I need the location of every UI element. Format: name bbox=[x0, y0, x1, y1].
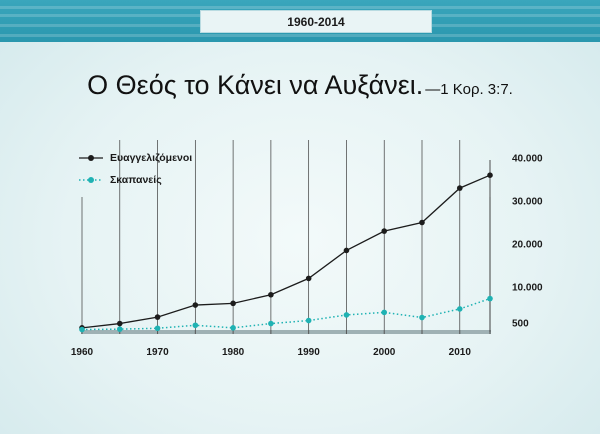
data-point-series-1 bbox=[268, 291, 274, 298]
data-point-series-1 bbox=[116, 320, 123, 327]
data-point-series-1 bbox=[487, 172, 493, 178]
x-tick-label: 1990 bbox=[298, 347, 321, 358]
data-point-series-1 bbox=[305, 275, 312, 282]
data-point-series-2 bbox=[456, 306, 463, 312]
data-point-series-2 bbox=[192, 322, 199, 329]
y-tick-label: 500 bbox=[512, 319, 529, 330]
data-point-series-1 bbox=[343, 247, 350, 254]
data-point-series-2 bbox=[268, 320, 274, 327]
year-range-label: 1960-2014 bbox=[200, 10, 432, 33]
legend-label-series-2: Σκαπανείς bbox=[110, 174, 162, 186]
title-main: Ο Θεός το Κάνει να Αυξάνει. bbox=[87, 70, 424, 100]
x-tick-label: 2000 bbox=[373, 347, 396, 358]
y-tick-label: 30.000 bbox=[512, 197, 543, 208]
x-tick-label: 2010 bbox=[449, 347, 472, 358]
data-point-series-2 bbox=[487, 295, 493, 302]
page-title: Ο Θεός το Κάνει να Αυξάνει. —1 Κορ. 3:7. bbox=[0, 70, 600, 101]
y-tick-label: 20.000 bbox=[512, 240, 543, 251]
x-tick-label: 1970 bbox=[146, 347, 169, 358]
data-point-series-1 bbox=[381, 228, 388, 234]
data-point-series-1 bbox=[192, 302, 199, 308]
data-point-series-2 bbox=[79, 326, 85, 333]
data-point-series-2 bbox=[381, 309, 388, 316]
legend-item-series-2: Σκαπανείς bbox=[78, 173, 162, 187]
data-point-series-1 bbox=[230, 300, 236, 307]
x-tick-label: 1980 bbox=[222, 347, 245, 358]
series-line-2 bbox=[81, 297, 491, 331]
title-reference: —1 Κορ. 3:7. bbox=[425, 81, 513, 98]
data-point-series-2 bbox=[116, 326, 123, 332]
legend-item-series-1: Ευαγγελιζόμενοι bbox=[78, 151, 192, 165]
data-point-series-1 bbox=[419, 219, 425, 226]
data-point-series-2 bbox=[154, 325, 161, 332]
legend-marker-series-2 bbox=[79, 177, 103, 183]
x-axis-baseline bbox=[81, 330, 491, 334]
data-point-series-2 bbox=[230, 325, 236, 331]
y-tick-label: 10.000 bbox=[512, 283, 543, 294]
y-tick-label: 40.000 bbox=[512, 154, 543, 165]
data-point-series-2 bbox=[343, 312, 350, 318]
data-point-series-2 bbox=[419, 314, 425, 321]
legend-marker-series-1 bbox=[79, 155, 103, 161]
data-point-series-1 bbox=[154, 314, 161, 320]
data-point-series-1 bbox=[456, 185, 463, 191]
x-tick-label: 1960 bbox=[71, 347, 94, 358]
legend-label-series-1: Ευαγγελιζόμενοι bbox=[110, 152, 193, 164]
series-line-1 bbox=[81, 174, 491, 329]
data-point-series-2 bbox=[305, 317, 312, 324]
